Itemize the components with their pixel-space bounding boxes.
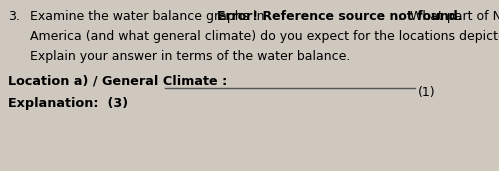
Text: Error! Reference source not found.: Error! Reference source not found.	[217, 10, 463, 23]
Text: Explain your answer in terms of the water balance.: Explain your answer in terms of the wate…	[30, 50, 350, 63]
Text: (1): (1)	[418, 86, 436, 99]
Text: 3.: 3.	[8, 10, 20, 23]
Text: Location a) / General Climate :: Location a) / General Climate :	[8, 75, 227, 88]
Text: Examine the water balance graphs in: Examine the water balance graphs in	[30, 10, 268, 23]
Text: .  What part of North: . What part of North	[398, 10, 499, 23]
Text: America (and what general climate) do you expect for the locations depicted in g: America (and what general climate) do yo…	[30, 30, 499, 43]
Text: Explanation:  (3): Explanation: (3)	[8, 97, 128, 110]
